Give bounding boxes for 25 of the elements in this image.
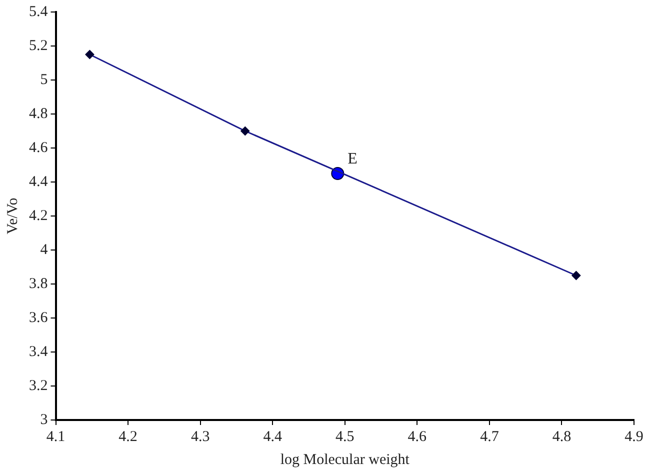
x-tick-label: 4.7 [480,428,500,445]
y-tick-label: 4 [40,242,48,258]
y-tick-label: 3 [40,412,48,428]
x-tick-label: 4.6 [408,428,428,445]
x-tick-label: 4.5 [336,428,354,445]
y-tick-label: 5 [40,72,48,88]
x-tick-label: 4.3 [190,428,210,445]
y-tick-label: 3.6 [29,310,48,326]
y-tick-label: 5.4 [29,4,48,20]
y-tick-label: 4.2 [29,208,48,224]
y-tick-label: 3.8 [29,276,48,292]
y-tick-label: 3.4 [29,344,48,360]
y-axis-title: Ve/Vo [4,198,21,234]
y-tick-label: 5.2 [29,38,48,54]
y-tick-label: 4.6 [29,140,48,156]
y-tick-label: 3.2 [29,378,48,394]
annotation: E [348,150,358,168]
y-tick-label: 4.4 [29,174,48,190]
x-tick-label: 4.8 [552,428,572,445]
x-tick-label: 4.1 [46,428,66,445]
x-tick-label: 4.4 [263,428,282,445]
x-tick-label: 4.9 [624,428,644,445]
y-tick-label: 4.8 [29,106,48,122]
x-tick-label: 4.2 [118,428,138,445]
x-axis-title: log Molecular weight [280,452,410,468]
